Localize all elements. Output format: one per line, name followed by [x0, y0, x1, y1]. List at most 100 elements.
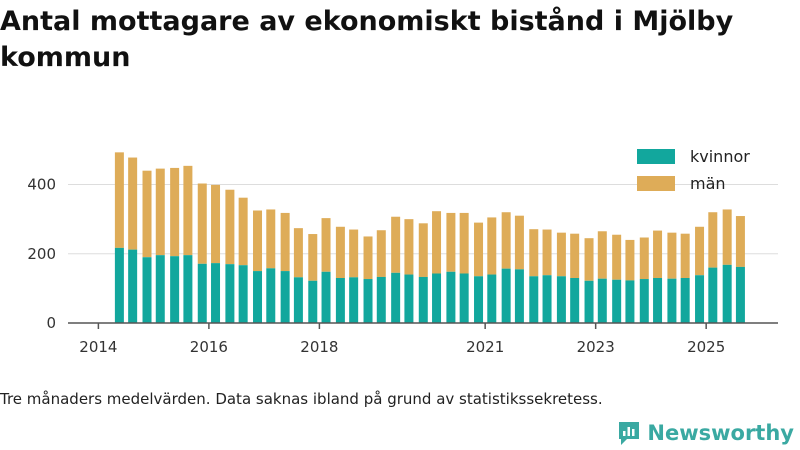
- bar-man: [335, 226, 345, 278]
- bar-kvinnor: [639, 279, 649, 323]
- bar-kvinnor: [556, 276, 566, 323]
- bar-man: [142, 170, 152, 258]
- legend-swatch-man: [637, 176, 675, 191]
- bar-man: [418, 223, 428, 277]
- bar-man: [474, 222, 484, 277]
- x-ticks: 2014 2016 2018 2021 2023 2025: [79, 323, 725, 356]
- bar-kvinnor: [280, 271, 290, 323]
- bar-kvinnor: [155, 255, 165, 323]
- bar-kvinnor: [514, 269, 524, 323]
- x-tick-label: 2023: [577, 338, 615, 356]
- bar-kvinnor: [293, 277, 303, 323]
- bar-man: [487, 217, 497, 275]
- bar-man: [556, 232, 566, 277]
- bar-kvinnor: [114, 247, 124, 323]
- bar-kvinnor: [625, 280, 635, 323]
- x-tick-label: 2016: [190, 338, 228, 356]
- bar-kvinnor: [597, 278, 607, 323]
- bar-man: [597, 231, 607, 279]
- bar-man: [197, 183, 207, 264]
- brand-name: Newsworthy: [647, 421, 794, 445]
- bar-kvinnor: [680, 278, 690, 323]
- bar-kvinnor: [308, 280, 318, 323]
- bar-kvinnor: [266, 268, 276, 323]
- bar-kvinnor: [612, 279, 622, 323]
- bar-man: [432, 211, 442, 274]
- bar-man: [542, 229, 552, 276]
- bar-man: [183, 165, 193, 256]
- bar-kvinnor: [321, 271, 331, 323]
- bar-man: [253, 210, 263, 272]
- bar-man: [514, 215, 524, 270]
- bar-kvinnor: [363, 279, 373, 323]
- bar-kvinnor: [225, 264, 235, 323]
- bar-kvinnor: [708, 267, 718, 323]
- bar-kvinnor: [128, 249, 138, 323]
- bar-man: [584, 238, 594, 281]
- bar-man: [446, 212, 456, 272]
- bar-kvinnor: [735, 266, 745, 323]
- bar-kvinnor: [474, 276, 484, 323]
- bar-kvinnor: [695, 275, 705, 323]
- bar-man: [155, 168, 165, 256]
- bar-kvinnor: [376, 276, 386, 323]
- bar-kvinnor: [584, 280, 594, 323]
- bar-kvinnor: [418, 276, 428, 323]
- bar-man: [667, 232, 677, 279]
- bar-kvinnor: [459, 273, 469, 323]
- bar-man: [266, 209, 276, 269]
- bar-man: [404, 219, 414, 275]
- bar-kvinnor: [238, 265, 248, 323]
- bar-man: [695, 226, 705, 276]
- y-tick-label: 400: [27, 176, 56, 194]
- legend-label-kvinnor: kvinnor: [690, 147, 750, 166]
- bar-man: [211, 184, 221, 264]
- bar-man: [653, 230, 663, 278]
- bar-man: [349, 229, 359, 278]
- bar-kvinnor: [446, 271, 456, 323]
- bar-kvinnor: [211, 263, 221, 323]
- bar-man: [308, 234, 318, 281]
- bar-man: [114, 152, 124, 248]
- y-tick-label: 200: [27, 245, 56, 263]
- bar-kvinnor: [142, 257, 152, 323]
- y-tick-labels: 0 200 400: [27, 176, 56, 332]
- bar-kvinnor: [432, 273, 442, 323]
- bar-man: [280, 212, 290, 272]
- newsworthy-logo-icon: [619, 422, 640, 445]
- bars: [114, 152, 745, 323]
- bar-kvinnor: [487, 274, 497, 323]
- x-tick-label: 2021: [466, 338, 504, 356]
- y-tick-label: 0: [46, 314, 56, 332]
- bar-kvinnor: [335, 278, 345, 323]
- bar-man: [570, 233, 580, 278]
- bar-kvinnor: [253, 271, 263, 323]
- bar-man: [625, 239, 635, 281]
- bar-man: [238, 197, 248, 266]
- bar-man: [170, 167, 180, 257]
- bar-man: [321, 218, 331, 272]
- x-tick-label: 2014: [79, 338, 117, 356]
- bar-kvinnor: [529, 276, 539, 323]
- bar-kvinnor: [542, 275, 552, 323]
- bar-kvinnor: [391, 272, 401, 323]
- bar-man: [708, 212, 718, 268]
- bar-kvinnor: [501, 268, 511, 323]
- bar-man: [529, 229, 539, 277]
- bar-man: [722, 209, 732, 265]
- bar-kvinnor: [197, 263, 207, 323]
- bar-man: [225, 189, 235, 265]
- bar-kvinnor: [170, 256, 180, 323]
- bar-man: [459, 212, 469, 274]
- bar-man: [391, 216, 401, 273]
- brand-logo: Newsworthy: [617, 420, 794, 446]
- footnote: Tre månaders medelvärden. Data saknas ib…: [0, 390, 603, 408]
- bar-man: [293, 228, 303, 278]
- x-tick-label: 2025: [687, 338, 725, 356]
- bar-man: [612, 234, 622, 280]
- bar-kvinnor: [667, 278, 677, 323]
- bar-man: [735, 216, 745, 267]
- bar-kvinnor: [349, 277, 359, 323]
- bar-chart: 0 200 400 2014 2016 2018 2021 2023 2025 kvinnor…: [27, 147, 778, 356]
- bar-kvinnor: [722, 264, 732, 323]
